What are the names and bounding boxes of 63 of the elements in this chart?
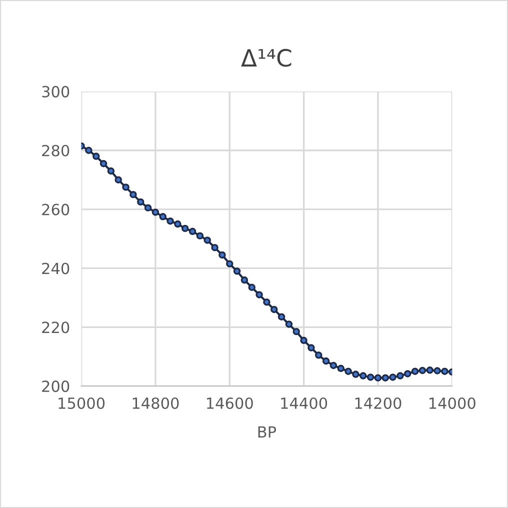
x-tick-label: 14000 (429, 397, 476, 410)
point (196, 232, 204, 240)
point (315, 352, 322, 359)
point (130, 190, 137, 198)
point (292, 328, 300, 336)
x-tick-label: 14200 (355, 397, 402, 410)
point (182, 224, 189, 232)
point (322, 357, 330, 365)
x-tick-label: 14600 (206, 397, 253, 410)
point (233, 268, 241, 275)
point (240, 276, 248, 284)
point (434, 367, 441, 374)
y-tick-label: 240 (42, 262, 70, 274)
point (204, 236, 211, 244)
x-tick-label: 14800 (132, 397, 179, 410)
point (256, 291, 263, 298)
point (85, 146, 92, 154)
point (278, 313, 286, 320)
point (166, 217, 174, 225)
point (426, 366, 434, 374)
point (174, 220, 182, 228)
point (300, 336, 308, 344)
point (188, 228, 196, 236)
point (418, 366, 426, 374)
point (330, 362, 338, 370)
point (404, 370, 412, 378)
point (100, 160, 108, 168)
point (411, 368, 419, 375)
x-tick-label: 14400 (281, 397, 328, 410)
point (352, 370, 360, 378)
point (211, 244, 218, 252)
point (382, 374, 389, 382)
point (226, 260, 234, 268)
chart-title: Δ¹⁴C (241, 48, 292, 67)
point (270, 306, 278, 314)
point (366, 374, 374, 381)
y-tick-label: 300 (42, 86, 70, 98)
point (285, 320, 293, 328)
point (389, 374, 396, 381)
point (337, 364, 344, 372)
point (248, 284, 256, 291)
point (137, 198, 144, 206)
point (344, 368, 352, 375)
point (159, 213, 166, 220)
point (218, 251, 226, 259)
y-tick-label: 260 (42, 204, 70, 216)
point (374, 374, 382, 382)
point (144, 204, 152, 212)
point (396, 372, 404, 380)
point (114, 176, 122, 184)
y-tick-label: 220 (42, 322, 70, 334)
y-tick-label: 280 (42, 144, 70, 156)
point (263, 298, 270, 306)
x-tick-label: 15000 (58, 397, 105, 410)
point (308, 344, 315, 352)
point (92, 152, 100, 160)
x-axis-title: BP (258, 426, 276, 438)
y-tick-label: 200 (42, 380, 70, 392)
point (152, 208, 160, 216)
point (441, 368, 448, 375)
point (360, 372, 367, 380)
point (107, 167, 115, 175)
point (122, 184, 130, 191)
